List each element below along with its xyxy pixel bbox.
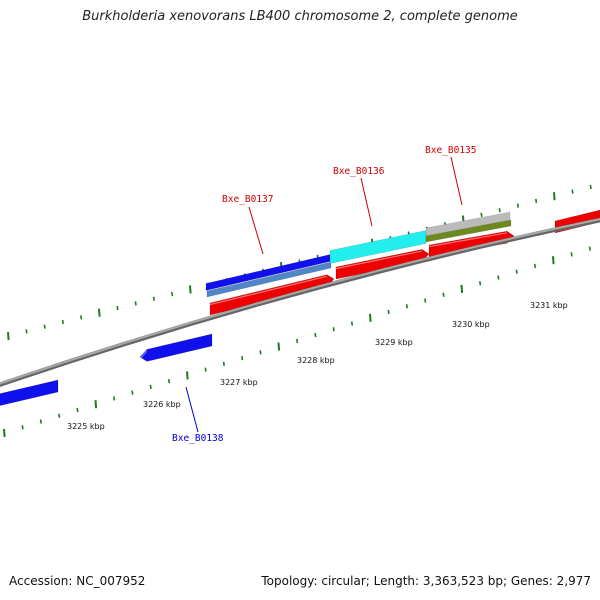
- kbp-label-layer: 3225 kbp 3226 kbp 3227 kbp 3228 kbp 3229 kbp…: [67, 301, 568, 431]
- forward-cds-bxe-b0136-shine: [335, 250, 423, 270]
- inner-tick-ring: [3, 246, 591, 438]
- gene-leader-line: [360, 177, 373, 227]
- kbp-label: 3227 kbp: [220, 378, 258, 387]
- map-title: Burkholderia xenovorans LB400 chromosome…: [82, 9, 518, 24]
- inner-ring-tick: [387, 309, 390, 315]
- outer-ring-tick: [116, 305, 119, 311]
- outer-ring-tick: [480, 212, 483, 218]
- inner-ring-tick: [259, 350, 262, 355]
- inner-ring-tick: [350, 321, 354, 326]
- inner-ring-tick: [186, 371, 189, 380]
- backbone-line: [0, 218, 600, 385]
- inner-ring-tick: [241, 355, 244, 361]
- inner-ring-tick: [460, 284, 464, 294]
- inner-ring-tick: [296, 338, 299, 343]
- inner-ring-tick: [332, 327, 335, 332]
- gene-leader-line: [185, 386, 199, 433]
- feature-layer: [0, 209, 600, 406]
- outer-ring-tick: [7, 331, 10, 341]
- kbp-label: 3229 kbp: [375, 338, 413, 347]
- inner-ring-tick: [222, 361, 225, 366]
- region-bxe-b0136-cyan: [329, 230, 427, 264]
- inner-ring-tick: [277, 342, 281, 351]
- inner-ring-tick: [369, 313, 372, 322]
- inner-ring-tick: [204, 367, 207, 372]
- inner-ring-tick: [39, 419, 42, 424]
- outer-ring-tick: [152, 296, 155, 301]
- outer-ring-tick: [589, 184, 592, 190]
- region-bxe-b0135-olive: [425, 219, 512, 243]
- region-bxe-b0137-steel: [206, 261, 332, 298]
- inner-ring-tick: [552, 256, 555, 265]
- outer-ring-tick: [25, 329, 28, 334]
- inner-ring-tick: [570, 252, 573, 257]
- inner-ring-tick: [405, 304, 408, 309]
- inner-ring-tick: [21, 425, 24, 430]
- gene-label: Bxe_B0137: [222, 194, 273, 205]
- kbp-label: 3226 kbp: [143, 400, 181, 409]
- reverse-cds-offscreen: [0, 379, 59, 406]
- outer-ring-tick: [571, 189, 574, 194]
- inner-ring-tick: [3, 428, 6, 438]
- outer-ring-tick: [516, 203, 519, 208]
- inner-ring-tick: [113, 396, 116, 401]
- inner-ring-tick: [479, 281, 482, 286]
- outer-ring-tick: [98, 308, 101, 317]
- inner-ring-tick: [76, 407, 79, 413]
- region-bxe-b0135-gray: [425, 211, 511, 237]
- accession-label: Accession: NC_007952: [9, 574, 146, 588]
- inner-ring-tick: [533, 263, 537, 269]
- forward-cds-bxe-b0135-shine: [428, 232, 508, 248]
- kbp-label: 3228 kbp: [297, 356, 335, 365]
- inner-ring-tick: [497, 275, 500, 280]
- inner-ring-tick: [424, 298, 427, 303]
- inner-ring-tick: [58, 413, 61, 418]
- kbp-label: 3230 kbp: [452, 320, 490, 329]
- kbp-label: 3225 kbp: [67, 422, 105, 431]
- backbone-layer: [0, 217, 600, 387]
- outer-ring-tick: [43, 324, 46, 329]
- inner-ring-tick: [167, 379, 171, 384]
- outer-ring-tick: [553, 192, 556, 201]
- inner-ring-tick: [314, 332, 317, 338]
- inner-ring-tick: [442, 292, 445, 297]
- reverse-cds-bxe-b0138: [139, 333, 213, 362]
- topology-label: Topology: circular; Length: 3,363,523 bp…: [261, 574, 591, 588]
- kbp-label: 3231 kbp: [530, 301, 568, 310]
- gene-label: Bxe_B0136: [333, 166, 385, 177]
- outer-ring-tick: [61, 319, 64, 325]
- outer-ring-tick: [189, 285, 192, 294]
- forward-cds-bxe-b0137-shine: [209, 275, 328, 306]
- gene-leader-line: [248, 206, 264, 255]
- outer-ring-tick: [80, 315, 83, 320]
- outer-ring-tick: [171, 291, 174, 297]
- inner-ring-tick: [515, 269, 518, 274]
- inner-ring-tick: [131, 390, 134, 395]
- outer-ring-tick: [134, 301, 137, 306]
- gene-label: Bxe_B0135: [425, 145, 476, 156]
- inner-ring-tick: [588, 246, 591, 251]
- gene-leader-line: [450, 156, 463, 206]
- inner-ring-tick: [149, 384, 152, 390]
- reverse-cds-bxe-b0138-shine: [139, 350, 148, 360]
- gene-label: Bxe_B0138: [172, 433, 224, 444]
- inner-ring-tick: [94, 400, 98, 409]
- outer-ring-tick: [535, 198, 538, 204]
- gene-label-layer: Bxe_B0137 Bxe_B0136 Bxe_B0135 Bxe_B0138: [172, 145, 476, 444]
- outer-ring-tick: [498, 208, 501, 213]
